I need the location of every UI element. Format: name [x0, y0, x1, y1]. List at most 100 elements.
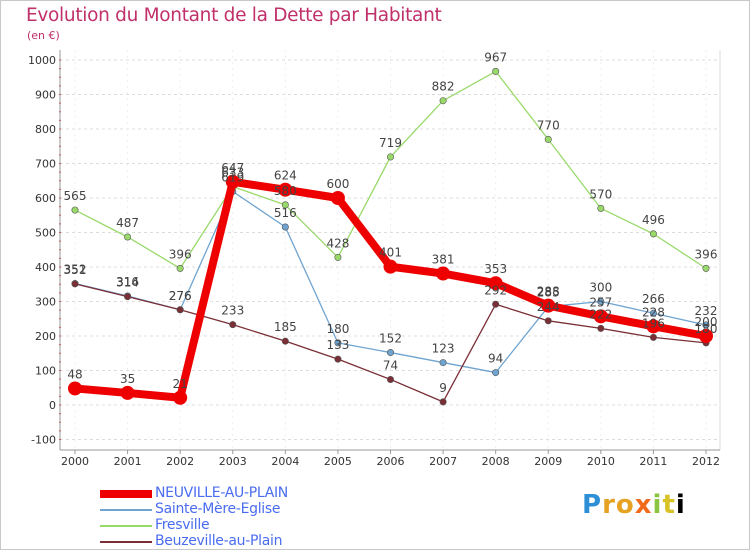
data-label: 185 [274, 320, 297, 334]
data-label: 133 [326, 338, 349, 352]
logo-letter: x [634, 490, 653, 520]
x-axis-ticks: 2000 2001 2002 2003 2004 2005 2006 2007 2008 2009… [61, 455, 720, 468]
logo-letter: t [662, 490, 676, 520]
data-label: 428 [326, 236, 349, 250]
data-point [383, 259, 398, 274]
data-point [281, 337, 289, 345]
data-label: 244 [537, 300, 560, 314]
data-label: 600 [326, 177, 349, 191]
logo-letter: i [675, 490, 686, 520]
x-tick-label: 2001 [114, 455, 142, 468]
data-label: 624 [274, 169, 297, 183]
data-label: 396 [169, 247, 192, 261]
y-tick-label: 0 [49, 399, 56, 412]
data-label: 580 [274, 184, 297, 198]
x-tick-label: 2012 [692, 455, 720, 468]
proxiti-logo: Proxiti [582, 490, 686, 520]
data-label: 48 [67, 367, 82, 381]
data-point [702, 264, 710, 272]
data-point [544, 317, 552, 325]
y-tick-label: -100 [31, 434, 56, 447]
logo-letter: r [602, 490, 616, 520]
data-point [649, 333, 657, 341]
x-tick-label: 2008 [482, 455, 510, 468]
data-label: 967 [484, 50, 507, 64]
data-point [68, 381, 82, 396]
x-tick-label: 2004 [271, 455, 299, 468]
data-point [439, 97, 447, 105]
x-tick-label: 2009 [534, 455, 562, 468]
grid-layer [60, 50, 720, 450]
series-line [74, 70, 707, 270]
data-point [173, 390, 188, 405]
x-tick-label: 2003 [219, 455, 247, 468]
data-label: 353 [484, 262, 507, 276]
x-tick-label: 2006 [377, 455, 405, 468]
legend-swatch [100, 490, 152, 498]
x-tick-label: 2002 [166, 455, 194, 468]
data-label: 288 [537, 285, 560, 299]
chart-title: Evolution du Montant de la Dette par Hab… [26, 5, 442, 26]
data-point [702, 321, 710, 329]
data-label: 882 [432, 80, 455, 94]
data-point [124, 233, 132, 241]
data-point [492, 300, 500, 308]
data-point [176, 264, 184, 272]
data-label: 180 [695, 322, 718, 336]
data-point [439, 359, 447, 367]
y-tick-label: 700 [35, 158, 56, 171]
y-tick-label: 800 [35, 123, 56, 136]
data-label: 396 [695, 247, 718, 261]
x-tick-label: 2011 [639, 455, 667, 468]
logo-letter: i [652, 490, 663, 520]
data-point [278, 182, 293, 197]
data-label: 516 [274, 206, 297, 220]
data-label: 381 [432, 253, 455, 267]
data-point [176, 306, 184, 314]
data-label: 196 [642, 316, 665, 330]
logo-letter: o [615, 490, 635, 520]
y-tick-label: 900 [35, 89, 56, 102]
data-point [597, 297, 605, 305]
data-label: 314 [116, 276, 139, 290]
data-label: 200 [695, 315, 718, 329]
data-point [541, 298, 556, 313]
legend-swatch [100, 509, 152, 511]
legend-swatch [100, 541, 152, 543]
data-label: 633 [221, 166, 244, 180]
data-point [334, 355, 342, 363]
data-label: 9 [439, 381, 447, 395]
data-label: 300 [589, 281, 612, 295]
data-label: 619 [221, 170, 244, 184]
data-label: 292 [484, 283, 507, 297]
data-point [646, 319, 661, 334]
data-label: 276 [169, 289, 192, 303]
data-label: 222 [589, 307, 612, 321]
data-point [649, 230, 657, 238]
data-label: 316 [116, 275, 139, 289]
data-label: 123 [432, 342, 455, 356]
data-point [439, 398, 447, 406]
y-tick-label: 100 [35, 365, 56, 378]
data-point [593, 309, 608, 324]
data-label: 232 [695, 304, 718, 318]
data-label: 152 [379, 332, 402, 346]
data-label: 35 [120, 372, 135, 386]
data-point [229, 321, 237, 329]
data-point [544, 135, 552, 143]
data-label: 94 [488, 352, 503, 366]
data-label-layer: 352 316 276 619 516 180 152 123 94 285 300 266 232 56… [64, 50, 718, 395]
y-tick-label: 500 [35, 227, 56, 240]
y-tick-label: 1000 [28, 54, 56, 67]
y-tick-label: 200 [35, 330, 56, 343]
data-point [386, 349, 394, 357]
data-label: 285 [537, 286, 560, 300]
logo-letter: P [582, 490, 603, 520]
data-label: 21 [173, 377, 188, 391]
data-point [597, 324, 605, 332]
data-label: 496 [642, 213, 665, 227]
data-point [334, 253, 342, 261]
axis-layer [59, 50, 721, 454]
